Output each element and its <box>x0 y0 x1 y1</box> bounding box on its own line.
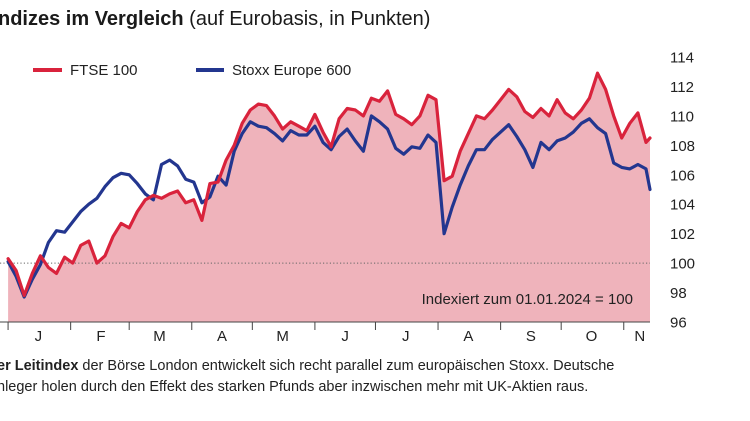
y-tick-label: 108 <box>670 138 695 155</box>
legend-label-ftse: FTSE 100 <box>70 62 138 79</box>
legend-label-stoxx: Stoxx Europe 600 <box>232 62 351 79</box>
chart-title-normal: (auf Eurobasis, in Punkten) <box>183 8 431 30</box>
caption-line2: nleger holen durch den Effekt des starke… <box>0 379 589 395</box>
y-tick-label: 110 <box>670 108 694 125</box>
x-tick-label: J <box>35 328 43 345</box>
x-tick-label: J <box>341 328 349 345</box>
x-tick-label: N <box>634 328 645 345</box>
caption-line1: der Börse London entwickelt sich recht p… <box>78 358 615 374</box>
y-tick-label: 104 <box>670 197 695 214</box>
chart-title-bold: ndizes im Vergleich <box>0 8 184 30</box>
y-tick-label: 98 <box>670 285 687 302</box>
y-tick-label: 112 <box>670 79 694 96</box>
x-tick-label: J <box>402 328 410 345</box>
y-tick-label: 100 <box>670 256 695 273</box>
x-tick-label: F <box>96 328 105 345</box>
x-tick-label: M <box>153 328 166 345</box>
y-tick-label: 102 <box>670 226 695 243</box>
x-tick-label: A <box>463 328 473 345</box>
index-comparison-chart: J F M A M J J A S O N 96 98 100 102 104 106 108 110 112 114 F… <box>0 50 695 345</box>
x-tick-label: O <box>586 328 598 345</box>
x-tick-label: S <box>526 328 536 345</box>
chart-title: ndizes im Vergleich (auf Eurobasis, in P… <box>0 8 430 31</box>
x-tick-label: A <box>217 328 227 345</box>
x-tick-label: M <box>276 328 289 345</box>
y-tick-label: 106 <box>670 167 695 184</box>
caption-bold: er Leitindex <box>0 358 79 374</box>
index-annotation: Indexiert zum 01.01.2024 = 100 <box>422 291 633 308</box>
ftse-line <box>6 71 652 298</box>
chart-caption: er Leitindex der Börse London entwickelt… <box>0 356 749 398</box>
y-tick-label: 114 <box>670 50 694 67</box>
ftse-area <box>8 73 651 322</box>
y-tick-label: 96 <box>670 315 687 332</box>
stoxx-line <box>6 114 652 299</box>
